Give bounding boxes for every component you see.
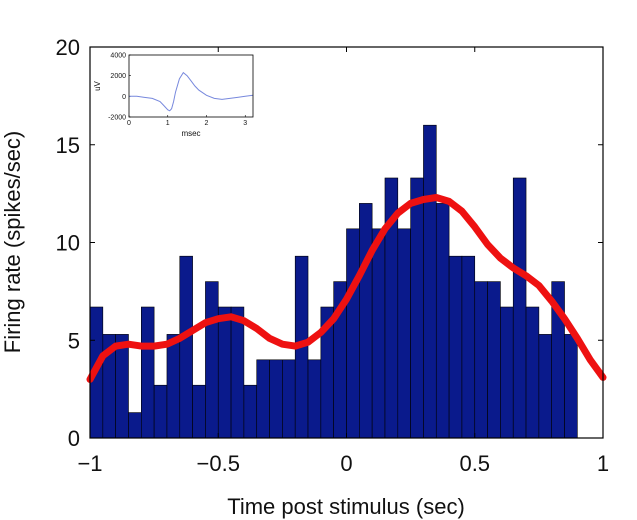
- x-tick-label: −0.5: [197, 451, 240, 476]
- histogram-bar: [166, 334, 181, 439]
- inset-y-tick-label: 2000: [110, 73, 126, 80]
- y-axis-label: Firing rate (spikes/sec): [0, 131, 25, 354]
- histogram-bar: [525, 306, 540, 439]
- y-tick-label: 5: [68, 328, 80, 353]
- histogram-bar: [500, 306, 514, 439]
- histogram-bar: [115, 334, 129, 439]
- histogram-bar: [423, 124, 437, 439]
- histogram-bar: [269, 359, 283, 439]
- histogram-bar: [512, 177, 527, 439]
- y-tick-label: 0: [68, 426, 80, 451]
- histogram-bar: [282, 359, 296, 439]
- histogram-bar: [410, 177, 424, 439]
- inset-x-tick-label: 2: [205, 120, 209, 127]
- histogram-bar: [487, 281, 501, 439]
- x-axis-label: Time post stimulus (sec): [227, 494, 465, 519]
- inset-x-tick-label: 0: [127, 120, 131, 127]
- y-tick-label: 10: [56, 231, 80, 256]
- histogram-bar: [230, 306, 245, 439]
- histogram-bar: [397, 228, 411, 439]
- histogram-bar: [256, 359, 270, 439]
- x-tick-label: −1: [77, 451, 102, 476]
- inset-x-tick-label: 3: [243, 120, 247, 127]
- inset-y-tick-label: 0: [122, 94, 126, 101]
- histogram-bar: [564, 334, 578, 439]
- histogram-bar: [538, 334, 552, 439]
- inset-y-axis-label: uV: [93, 80, 102, 90]
- histogram-bar: [346, 228, 360, 439]
- inset-y-tick-label: 4000: [110, 53, 126, 60]
- x-tick-label: 0: [340, 451, 352, 476]
- inset-y-tick-label: -2000: [108, 115, 126, 122]
- histogram-bar: [474, 281, 488, 439]
- inset-background: [129, 55, 253, 117]
- histogram-bar: [217, 306, 232, 439]
- y-tick-label: 20: [56, 35, 80, 60]
- histogram-bars: [89, 124, 578, 439]
- inset-frame: [128, 54, 254, 118]
- histogram-bar: [307, 359, 322, 439]
- smoothed-rate-line: [86, 194, 607, 383]
- histogram-bar: [371, 228, 386, 439]
- x-tick-label: 0.5: [459, 451, 490, 476]
- histogram-bar: [179, 255, 193, 439]
- histogram-bar: [128, 412, 142, 439]
- histogram-bar: [448, 255, 463, 439]
- spike-waveform-line: [129, 71, 254, 112]
- y-tick-label: 15: [56, 133, 80, 158]
- histogram-bar: [205, 281, 219, 439]
- inset-x-axis-label: msec: [181, 129, 200, 138]
- smoothed-rate-curve: [86, 194, 607, 383]
- histogram-bar: [243, 384, 258, 439]
- histogram-bar: [461, 255, 476, 439]
- histogram-bar: [141, 306, 155, 439]
- histogram-bar: [192, 384, 206, 439]
- inset-x-tick-label: 1: [166, 120, 170, 127]
- x-tick-label: 1: [597, 451, 609, 476]
- histogram-bar: [359, 203, 373, 439]
- histogram-bar: [153, 384, 168, 439]
- histogram-bar: [435, 203, 450, 439]
